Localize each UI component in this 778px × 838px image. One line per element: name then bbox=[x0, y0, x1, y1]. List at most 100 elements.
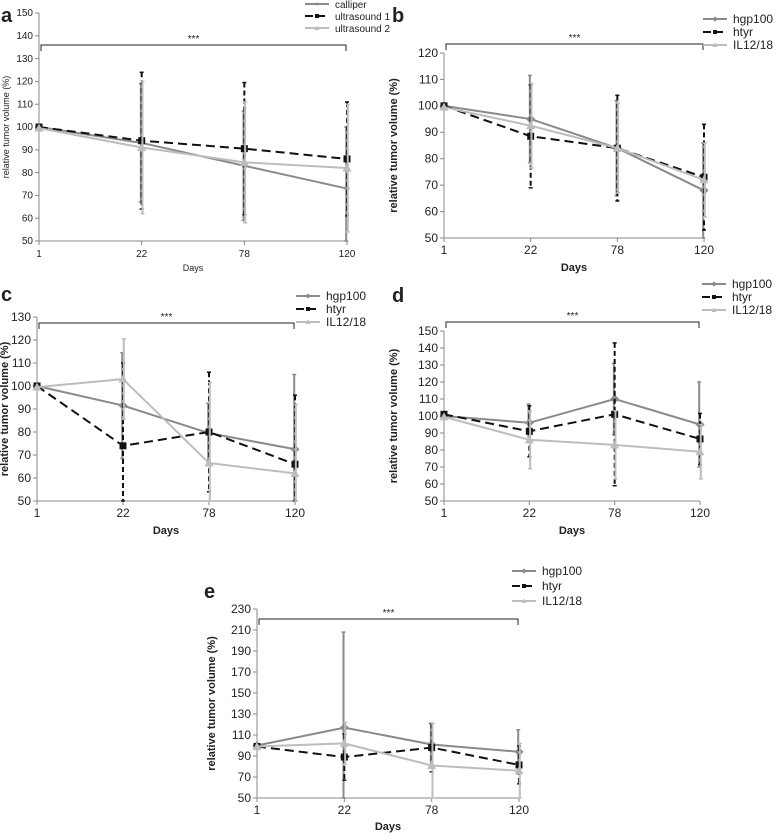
x-tick-label: 22 bbox=[338, 803, 352, 817]
legend-item: htyr bbox=[703, 25, 753, 39]
data-point-triangle bbox=[439, 412, 449, 421]
y-tick-label: 150 bbox=[418, 324, 438, 338]
panel-c: c 50 60 70 80 90 100 110 120 130 1 22 78 120 Days relat… bbox=[0, 284, 366, 537]
legend-item: hgp100 bbox=[702, 277, 772, 291]
y-tick-label: 130 bbox=[16, 54, 33, 65]
x-tick-label: 1 bbox=[36, 249, 42, 260]
data-point-triangle bbox=[427, 760, 437, 769]
data-point-square bbox=[522, 584, 526, 588]
data-point-triangle bbox=[521, 598, 527, 603]
y-axis-label: relative tumor volume (%) bbox=[0, 341, 11, 476]
legend-label: htyr bbox=[542, 579, 562, 593]
panel-b: b 50 60 70 80 90 100 110 120 1 22 78 120 Days relative… bbox=[388, 5, 773, 274]
data-point-diamond bbox=[711, 281, 717, 287]
y-tick-label: 120 bbox=[16, 77, 33, 88]
panel-a: a 50 60 70 80 90 100 110 120 130 140 150 1 22 78 120 Day… bbox=[1, 0, 390, 273]
y-tick-label: 120 bbox=[418, 46, 438, 60]
series-ultrasound-2 bbox=[34, 80, 352, 233]
legend-label: hgp100 bbox=[326, 289, 366, 303]
y-axis-label: relative tumor volume (%) bbox=[206, 636, 218, 771]
legend-item: htyr bbox=[512, 579, 562, 593]
x-tick-label: 78 bbox=[425, 803, 439, 817]
data-point-triangle bbox=[239, 157, 249, 166]
x-tick-label: 1 bbox=[254, 803, 261, 817]
y-tick-label: 60 bbox=[18, 471, 32, 485]
y-tick-label: 60 bbox=[425, 204, 439, 218]
x-tick-label: 120 bbox=[339, 249, 356, 260]
x-axis-label: Days bbox=[375, 821, 401, 833]
legend-label: hgp100 bbox=[542, 564, 582, 578]
data-point-diamond bbox=[712, 16, 718, 22]
x-tick-label: 78 bbox=[202, 506, 216, 520]
y-tick-label: 100 bbox=[16, 122, 33, 133]
data-point-triangle bbox=[252, 742, 262, 751]
panel-e: e 50 70 90 110 130 150 170 190 210 230 1 22 78 120 Days… bbox=[204, 564, 582, 833]
data-point-triangle bbox=[612, 143, 622, 152]
y-tick-label: 140 bbox=[16, 31, 33, 42]
legend-label: htyr bbox=[733, 25, 753, 39]
legend-item: htyr bbox=[702, 290, 752, 304]
legend-label: hgp100 bbox=[732, 277, 772, 291]
significance-stars: *** bbox=[569, 33, 581, 44]
y-tick-label: 80 bbox=[425, 443, 439, 457]
y-tick-label: 210 bbox=[231, 623, 251, 637]
y-tick-label: 120 bbox=[418, 375, 438, 389]
y-tick-label: 100 bbox=[11, 379, 31, 393]
data-point-triangle bbox=[34, 123, 44, 132]
legend-label: ultrasound 2 bbox=[335, 24, 390, 35]
series-line bbox=[443, 415, 701, 453]
x-tick-label: 1 bbox=[34, 506, 41, 520]
x-tick-label: 120 bbox=[509, 803, 529, 817]
legend-item: ultrasound 1 bbox=[305, 12, 390, 23]
series-hgp100 bbox=[439, 74, 709, 239]
series-line bbox=[256, 726, 520, 753]
y-tick-label: 70 bbox=[425, 178, 439, 192]
series-line bbox=[38, 127, 348, 170]
data-point-triangle bbox=[118, 374, 128, 383]
y-tick-label: 110 bbox=[232, 728, 251, 742]
significance-stars: *** bbox=[567, 311, 579, 322]
y-tick-label: 60 bbox=[425, 477, 439, 491]
y-axis-label: relative tumor volume (%) bbox=[388, 348, 400, 483]
legend-label: IL12/18 bbox=[733, 38, 773, 52]
series-line bbox=[443, 106, 705, 181]
legend-label: hgp100 bbox=[733, 12, 773, 26]
y-tick-label: 90 bbox=[22, 145, 34, 156]
y-tick-label: 100 bbox=[418, 99, 438, 113]
data-point-triangle bbox=[526, 121, 536, 130]
legend-item: IL12/18 bbox=[512, 594, 582, 608]
legend-label: IL12/18 bbox=[542, 594, 582, 608]
significance-bracket bbox=[38, 322, 295, 329]
data-point-triangle bbox=[711, 307, 717, 312]
y-tick-label: 130 bbox=[11, 310, 31, 324]
legend-item: IL12/18 bbox=[702, 303, 772, 317]
x-tick-label: 78 bbox=[608, 506, 622, 520]
data-point-triangle bbox=[32, 382, 42, 391]
panel-d: d 50 60 70 80 90 100 110 120 130 140 150 1 22 78 120 Day… bbox=[388, 277, 772, 537]
legend-item: hgp100 bbox=[703, 12, 773, 26]
significance-bracket bbox=[258, 618, 519, 625]
legend-item: calliper bbox=[305, 0, 367, 11]
x-tick-label: 22 bbox=[524, 243, 538, 257]
series-line bbox=[256, 742, 520, 772]
significance-stars: *** bbox=[188, 34, 200, 45]
data-point-triangle bbox=[137, 142, 147, 152]
y-tick-label: 130 bbox=[418, 358, 438, 372]
series-line bbox=[36, 378, 296, 475]
series-line bbox=[36, 385, 296, 451]
x-tick-label: 22 bbox=[136, 249, 148, 260]
data-point-triangle bbox=[314, 25, 320, 30]
series-il12-18 bbox=[439, 82, 709, 218]
y-tick-label: 50 bbox=[18, 494, 32, 508]
data-point-triangle bbox=[712, 42, 718, 47]
panel-letter: a bbox=[1, 5, 13, 27]
x-axis-label: Days bbox=[153, 525, 179, 537]
x-tick-label: 120 bbox=[285, 506, 305, 520]
y-tick-label: 50 bbox=[425, 494, 439, 508]
series-hgp100 bbox=[32, 351, 300, 502]
y-tick-label: 110 bbox=[17, 99, 33, 110]
legend-item: hgp100 bbox=[512, 564, 582, 578]
series-hgp100 bbox=[252, 631, 524, 799]
series-il12-18 bbox=[252, 721, 524, 799]
